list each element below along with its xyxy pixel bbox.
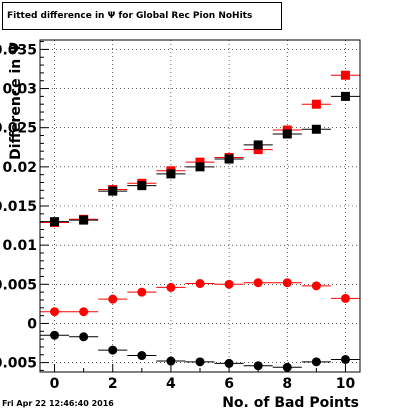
datestamp: Fri Apr 22 12:46:40 2016 bbox=[2, 399, 114, 408]
data-point-circle bbox=[108, 345, 118, 355]
data-point-circle bbox=[253, 278, 263, 288]
y-tick-label: 0.015 bbox=[0, 199, 37, 215]
data-point-circle bbox=[137, 351, 147, 361]
data-point-circle bbox=[340, 354, 350, 364]
data-point-square bbox=[224, 154, 234, 164]
data-point-square bbox=[195, 162, 205, 172]
data-point-square bbox=[282, 129, 292, 139]
data-point-circle bbox=[166, 356, 176, 366]
data-point-square bbox=[340, 91, 350, 101]
data-point-circle bbox=[166, 282, 176, 292]
x-axis-label: No. of Bad Points bbox=[222, 395, 359, 411]
y-tick-label: 0.025 bbox=[0, 121, 37, 137]
x-tick-label: 8 bbox=[282, 376, 292, 392]
chart-title: Fitted difference in Ψ for Global Rec Pi… bbox=[7, 11, 253, 21]
y-tick-label: 0.01 bbox=[2, 238, 37, 254]
data-point-circle bbox=[108, 294, 118, 304]
data-point-circle bbox=[340, 293, 350, 303]
data-point-circle bbox=[195, 357, 205, 367]
data-point-circle bbox=[137, 287, 147, 297]
y-tick-label: -0.005 bbox=[0, 356, 37, 372]
data-point-square bbox=[79, 215, 89, 225]
data-point-circle bbox=[50, 330, 60, 340]
data-point-circle bbox=[50, 307, 60, 317]
data-point-square bbox=[311, 99, 321, 109]
data-point-square bbox=[166, 169, 176, 179]
axes: 0 2 4 6 8 10 -0.005 0 0.005 0.01 0.015 0.02 0.025 0.0… bbox=[0, 41, 356, 392]
chart-title-box: Fitted difference in Ψ for Global Rec Pi… bbox=[2, 2, 282, 30]
grid-lines bbox=[40, 40, 360, 372]
y-tick-label: 0.02 bbox=[2, 160, 37, 176]
y-axis-label: Difference in Ψ bbox=[8, 42, 24, 160]
data-point-circle bbox=[224, 279, 234, 289]
data-point-square bbox=[311, 124, 321, 134]
y-tick-label: 0.03 bbox=[2, 82, 37, 98]
y-tick-label: 0 bbox=[27, 316, 37, 332]
x-tick-label: 10 bbox=[336, 376, 356, 392]
data-points bbox=[40, 70, 360, 372]
data-point-circle bbox=[79, 307, 89, 317]
y-tick-label: 0.035 bbox=[0, 42, 37, 58]
data-point-square bbox=[50, 217, 60, 227]
data-point-square bbox=[340, 70, 350, 80]
x-tick-label: 4 bbox=[166, 376, 176, 392]
data-point-circle bbox=[253, 361, 263, 371]
data-point-circle bbox=[195, 279, 205, 289]
data-point-circle bbox=[311, 281, 321, 291]
x-tick-label: 0 bbox=[50, 376, 60, 392]
x-tick-label: 2 bbox=[108, 376, 118, 392]
data-point-circle bbox=[311, 357, 321, 367]
y-tick-label: 0.005 bbox=[0, 277, 37, 293]
x-tick-label: 6 bbox=[224, 376, 234, 392]
data-point-square bbox=[108, 186, 118, 196]
data-point-square bbox=[195, 157, 205, 167]
data-point-circle bbox=[282, 278, 292, 288]
data-point-circle bbox=[224, 358, 234, 368]
data-point-square bbox=[137, 181, 147, 191]
data-point-square bbox=[253, 140, 263, 150]
data-point-square bbox=[253, 145, 263, 155]
data-point-circle bbox=[79, 332, 89, 342]
